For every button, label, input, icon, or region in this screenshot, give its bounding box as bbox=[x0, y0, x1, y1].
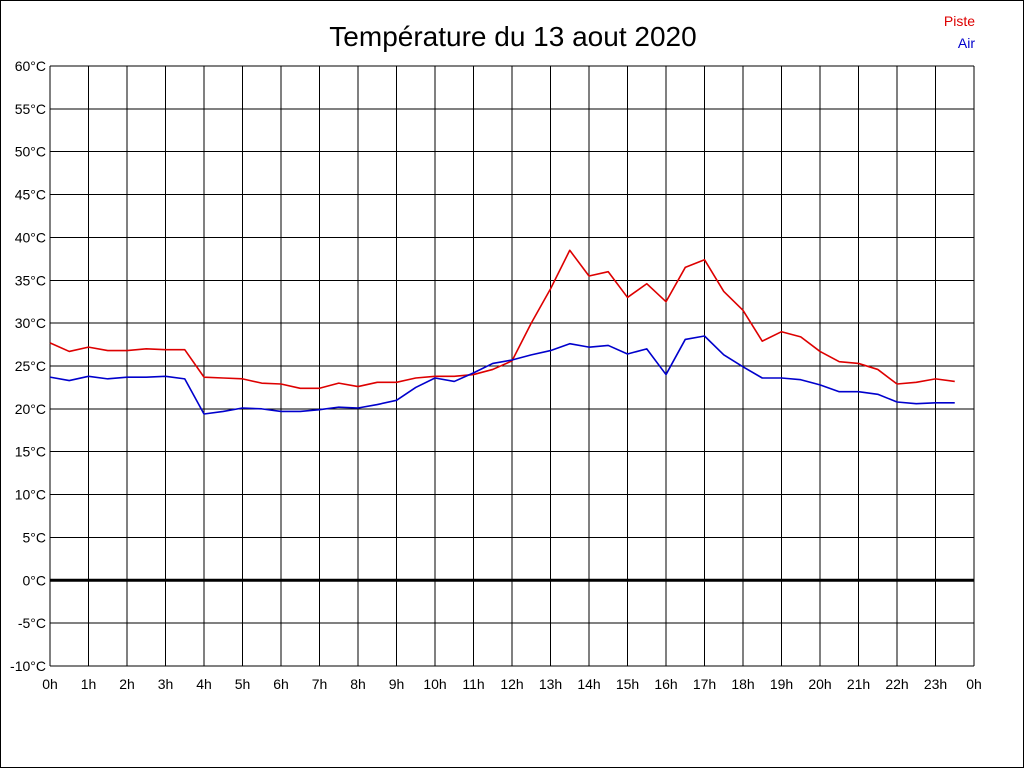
y-axis-ticks: 60°C 55°C 50°C 45°C 40°C 35°C 30°C 25°C 20°C 15°C… bbox=[10, 58, 46, 674]
y-tick-label: 5°C bbox=[23, 529, 47, 545]
x-axis-ticks: 0h 1h 2h 3h 4h 5h 6h 7h 8h 9h 10h 11h 12h 13h 14h 15h 16… bbox=[42, 676, 982, 692]
y-tick-label: 15°C bbox=[15, 444, 46, 460]
x-tick-label: 1h bbox=[81, 676, 97, 692]
x-tick-label: 3h bbox=[158, 676, 174, 692]
x-tick-label: 17h bbox=[693, 676, 716, 692]
x-tick-label: 5h bbox=[235, 676, 251, 692]
y-tick-label: -10°C bbox=[10, 658, 46, 674]
x-tick-label: 11h bbox=[462, 676, 484, 692]
x-tick-label: 22h bbox=[885, 676, 908, 692]
series-line-piste bbox=[49, 249, 955, 390]
legend-entry-piste: Piste bbox=[944, 13, 975, 29]
x-tick-label: 14h bbox=[577, 676, 600, 692]
y-tick-label: 30°C bbox=[15, 315, 46, 331]
y-tick-label: 55°C bbox=[15, 101, 46, 117]
y-tick-label: 25°C bbox=[15, 358, 46, 374]
x-tick-label: 6h bbox=[273, 676, 289, 692]
y-tick-label: 60°C bbox=[15, 58, 46, 74]
y-tick-label: 20°C bbox=[15, 401, 46, 417]
y-tick-label: 10°C bbox=[15, 487, 46, 503]
y-tick-label: 40°C bbox=[15, 229, 46, 245]
x-tick-label: 13h bbox=[539, 676, 562, 692]
x-tick-label: 0h bbox=[42, 676, 58, 692]
x-tick-label: 20h bbox=[808, 676, 831, 692]
x-tick-label: 18h bbox=[731, 676, 754, 692]
x-tick-label: 4h bbox=[196, 676, 212, 692]
x-tick-label: 16h bbox=[654, 676, 677, 692]
chart-title: Température du 13 aout 2020 bbox=[329, 21, 696, 52]
series-lines bbox=[49, 249, 955, 415]
y-tick-label: 50°C bbox=[15, 144, 46, 160]
x-tick-label: 15h bbox=[616, 676, 639, 692]
y-tick-label: 45°C bbox=[15, 187, 46, 203]
x-tick-label: 23h bbox=[924, 676, 947, 692]
x-tick-label: 9h bbox=[389, 676, 405, 692]
x-tick-label: 10h bbox=[423, 676, 446, 692]
legend-entry-air: Air bbox=[958, 35, 975, 51]
grid bbox=[49, 65, 975, 667]
y-tick-label: 35°C bbox=[15, 272, 46, 288]
x-tick-label: 0h bbox=[966, 676, 982, 692]
y-tick-label: -5°C bbox=[18, 615, 46, 631]
y-tick-label: 0°C bbox=[23, 572, 47, 588]
legend: Piste Air bbox=[944, 13, 975, 51]
x-tick-label: 12h bbox=[500, 676, 523, 692]
x-tick-label: 7h bbox=[312, 676, 328, 692]
series-line-air bbox=[49, 335, 955, 415]
x-tick-label: 8h bbox=[350, 676, 366, 692]
x-tick-label: 2h bbox=[119, 676, 135, 692]
x-tick-label: 19h bbox=[770, 676, 793, 692]
x-tick-label: 21h bbox=[847, 676, 870, 692]
